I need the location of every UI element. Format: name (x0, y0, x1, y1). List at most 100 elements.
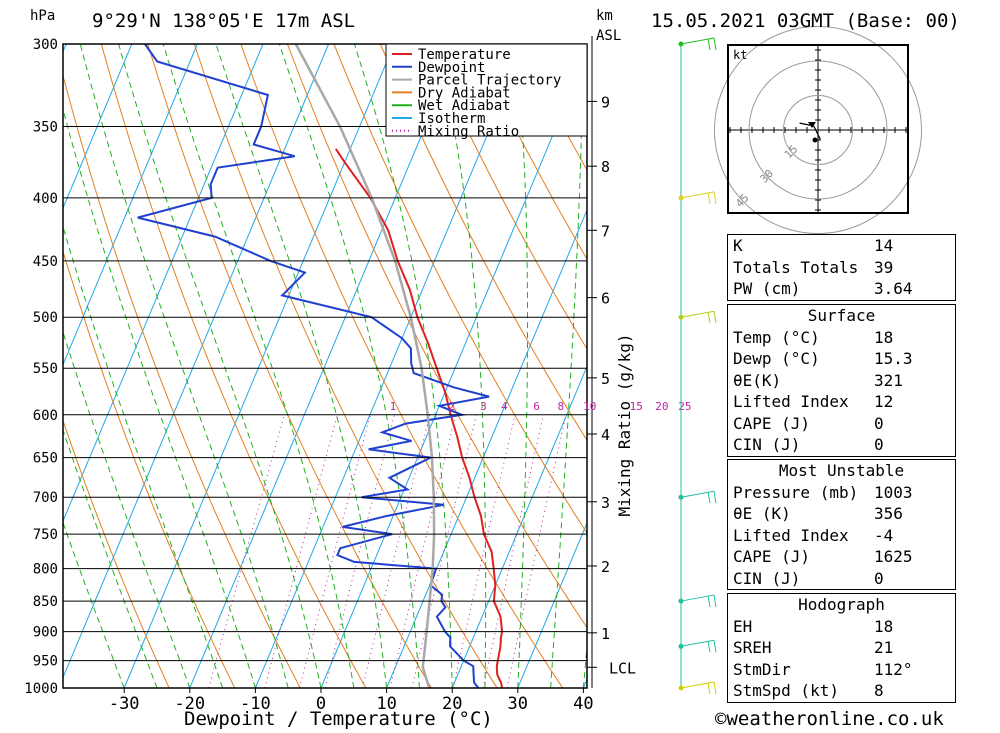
km-tick-label: 4 (601, 426, 610, 444)
km-tick-label: 6 (601, 290, 610, 308)
isotherm-line (254, 44, 526, 688)
mixing-ratio-label: 6 (533, 400, 540, 413)
dewpoint-profile (137, 44, 490, 688)
surface-title: Surface (807, 306, 876, 325)
km-tick-label: 9 (601, 93, 610, 111)
wet-adiabat-line (436, 44, 487, 688)
wind-barb (678, 490, 717, 504)
temp-tick-label: 40 (573, 694, 593, 714)
isotherm-line (123, 44, 395, 688)
pressure-tick-label: 350 (33, 119, 58, 135)
temp-tick-label: 10 (376, 694, 396, 714)
mixing-ratio-line (208, 414, 285, 688)
hodograph-unit: kt (733, 48, 748, 62)
wind-barb (678, 37, 717, 51)
asl-unit-label: ASL (596, 28, 622, 44)
km-tick-label: 3 (601, 494, 610, 512)
wind-barb (678, 639, 717, 653)
storm-motion-marker (808, 122, 816, 128)
index-row: K 14 (733, 236, 894, 255)
mixing-ratio-label: 20 (655, 400, 668, 413)
index-row: Temp (°C) 18 (733, 327, 894, 347)
wind-barb (678, 191, 717, 204)
mixing-ratio-label: 10 (583, 400, 596, 413)
index-row: PW (cm) 3.64 (733, 279, 913, 298)
legend-entry: Mixing Ratio (418, 124, 519, 140)
temp-tick-label: 30 (508, 694, 528, 714)
dry-adiabat-line (63, 419, 170, 688)
wind-barb-shaft (680, 594, 717, 608)
isotherm-line (63, 44, 133, 210)
km-tick-label: 8 (601, 158, 610, 176)
hpa-unit-label: hPa (30, 8, 56, 24)
dry-adiabat-line (985, 44, 1000, 688)
dry-adiabat-line (147, 44, 432, 688)
isotherm-line (63, 44, 198, 366)
wet-adiabat-line (550, 44, 584, 688)
temp-tick-label: -30 (109, 694, 140, 714)
hodograph-table: Hodograph EH 18 SREH 21 StmDir 112° StmSpd … (727, 593, 956, 703)
index-row: CAPE (J) 1625 (733, 547, 913, 566)
legend-entry: Wet Adiabat (418, 98, 511, 114)
legend-entry: Parcel Trajectory (418, 73, 561, 89)
wind-barb-shaft (680, 191, 717, 204)
plot-frame (62, 43, 588, 689)
index-row: CAPE (J) 0 (733, 413, 884, 433)
wet-adiabat-line (63, 521, 125, 688)
pressure-tick-label: 450 (33, 254, 58, 270)
temp-tick-label: 20 (442, 694, 462, 714)
pressure-tick-label: 400 (33, 191, 58, 207)
mixing-ratio-line (324, 414, 395, 688)
index-row: StmDir 112° (733, 659, 913, 679)
lcl-label: LCL (609, 659, 636, 677)
wind-barb (678, 594, 717, 608)
pressure-tick-label: 500 (33, 310, 58, 326)
index-row: StmSpd (kt) 8 (733, 681, 884, 700)
isotherm-line (451, 365, 587, 688)
wind-barb-shaft (680, 37, 717, 51)
dry-adiabat-line (100, 44, 367, 688)
isotherm-line (320, 52, 587, 688)
index-row: SREH 21 (733, 638, 894, 657)
hodograph-box (727, 44, 909, 214)
km-tick-label: 1 (601, 625, 610, 643)
pressure-tick-label: 300 (33, 37, 58, 53)
pressure-tick-label: 600 (33, 408, 58, 424)
hodograph-title: Hodograph (798, 595, 885, 614)
pressure-tick-label: 550 (33, 361, 58, 377)
storm-motion-dot (812, 137, 818, 143)
isotherm-line (63, 44, 264, 523)
mixing-ratio-label: 8 (558, 400, 565, 413)
legend-entry: Temperature (418, 47, 511, 63)
mixing-ratio-label: 3 (480, 400, 487, 413)
index-row: CIN (J) 0 (733, 568, 884, 588)
wet-adiabat-line (118, 44, 322, 688)
wet-adiabat-line (63, 107, 256, 688)
datetime-title: 15.05.2021 03GMT (Base: 00) (651, 10, 960, 32)
legend-entry: Dewpoint (418, 60, 485, 76)
pressure-tick-label: 1000 (24, 681, 58, 697)
km-tick-label: 2 (601, 558, 610, 576)
wind-barb-shaft (680, 310, 717, 324)
isotherm-line (517, 521, 587, 688)
legend-entry: Dry Adiabat (418, 85, 511, 101)
index-row: Pressure (mb) 1003 (733, 482, 913, 502)
index-row: Lifted Index 12 (733, 392, 894, 411)
copyright-link[interactable]: ©weatheronline.co.uk (715, 708, 944, 730)
dry-adiabat-line (426, 44, 587, 350)
most-unstable-table: Most Unstable Pressure (mb) 1003 θE (K) 35… (727, 459, 956, 590)
x-axis-label: Dewpoint / Temperature (°C) (184, 708, 493, 730)
mixing-ratio-label: 15 (630, 400, 643, 413)
index-row: Lifted Index -4 (733, 525, 894, 545)
legend-entry: Isotherm (418, 111, 485, 127)
isotherm-line (0, 44, 1, 688)
pressure-tick-label: 800 (33, 562, 58, 578)
km-unit-label: km (596, 8, 613, 24)
mixing-ratio-line (264, 414, 338, 688)
parcel-profile (294, 44, 436, 688)
temp-tick-label: -20 (174, 694, 205, 714)
mixing-ratio-label: 4 (501, 400, 508, 413)
wet-adiabat-line (278, 44, 420, 688)
wet-adiabat-line (79, 44, 289, 688)
